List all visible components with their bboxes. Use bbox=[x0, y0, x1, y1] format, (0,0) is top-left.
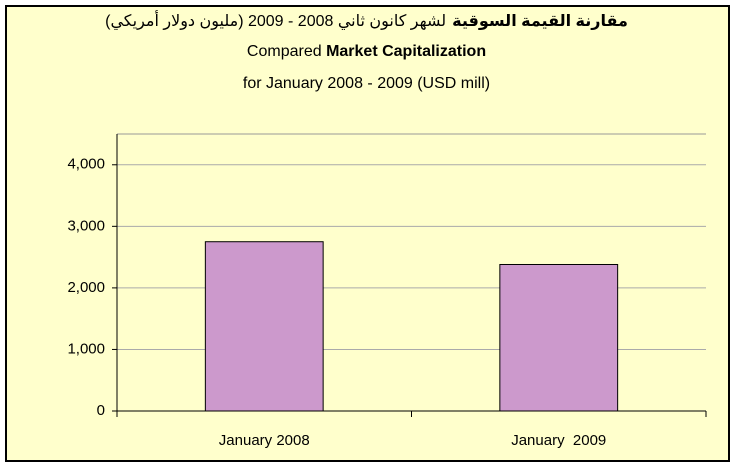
x-tick-label: January 2008 bbox=[219, 432, 310, 449]
y-tick-label: 3,000 bbox=[67, 217, 105, 234]
title-text: Compared bbox=[246, 43, 322, 60]
english-subtitle: for January 2008 - 2009 (USD mill) bbox=[5, 68, 728, 100]
bar bbox=[499, 263, 619, 412]
title-text: لشهر كانون ثاني 2008 - 2009 (مليون دولار… bbox=[105, 13, 447, 30]
y-tick-label: 2,000 bbox=[67, 279, 105, 296]
chart-title: مقارنة القيمة السوقية لشهر كانون ثاني 200… bbox=[5, 8, 728, 100]
title-bold: Market Capitalization bbox=[326, 43, 487, 60]
x-tick-label: January 2009 bbox=[511, 432, 606, 449]
english-title: Compared Market Capitalization bbox=[5, 36, 728, 68]
y-tick-label: 1,000 bbox=[67, 340, 105, 357]
y-tick-label: 0 bbox=[97, 402, 105, 419]
title-bold: مقارنة القيمة السوقية bbox=[452, 13, 628, 30]
arabic-title: مقارنة القيمة السوقية لشهر كانون ثاني 200… bbox=[5, 8, 728, 36]
title-text: for January 2008 - 2009 (USD mill) bbox=[242, 75, 491, 92]
y-tick-label: 4,000 bbox=[67, 156, 105, 173]
bar bbox=[204, 241, 324, 412]
